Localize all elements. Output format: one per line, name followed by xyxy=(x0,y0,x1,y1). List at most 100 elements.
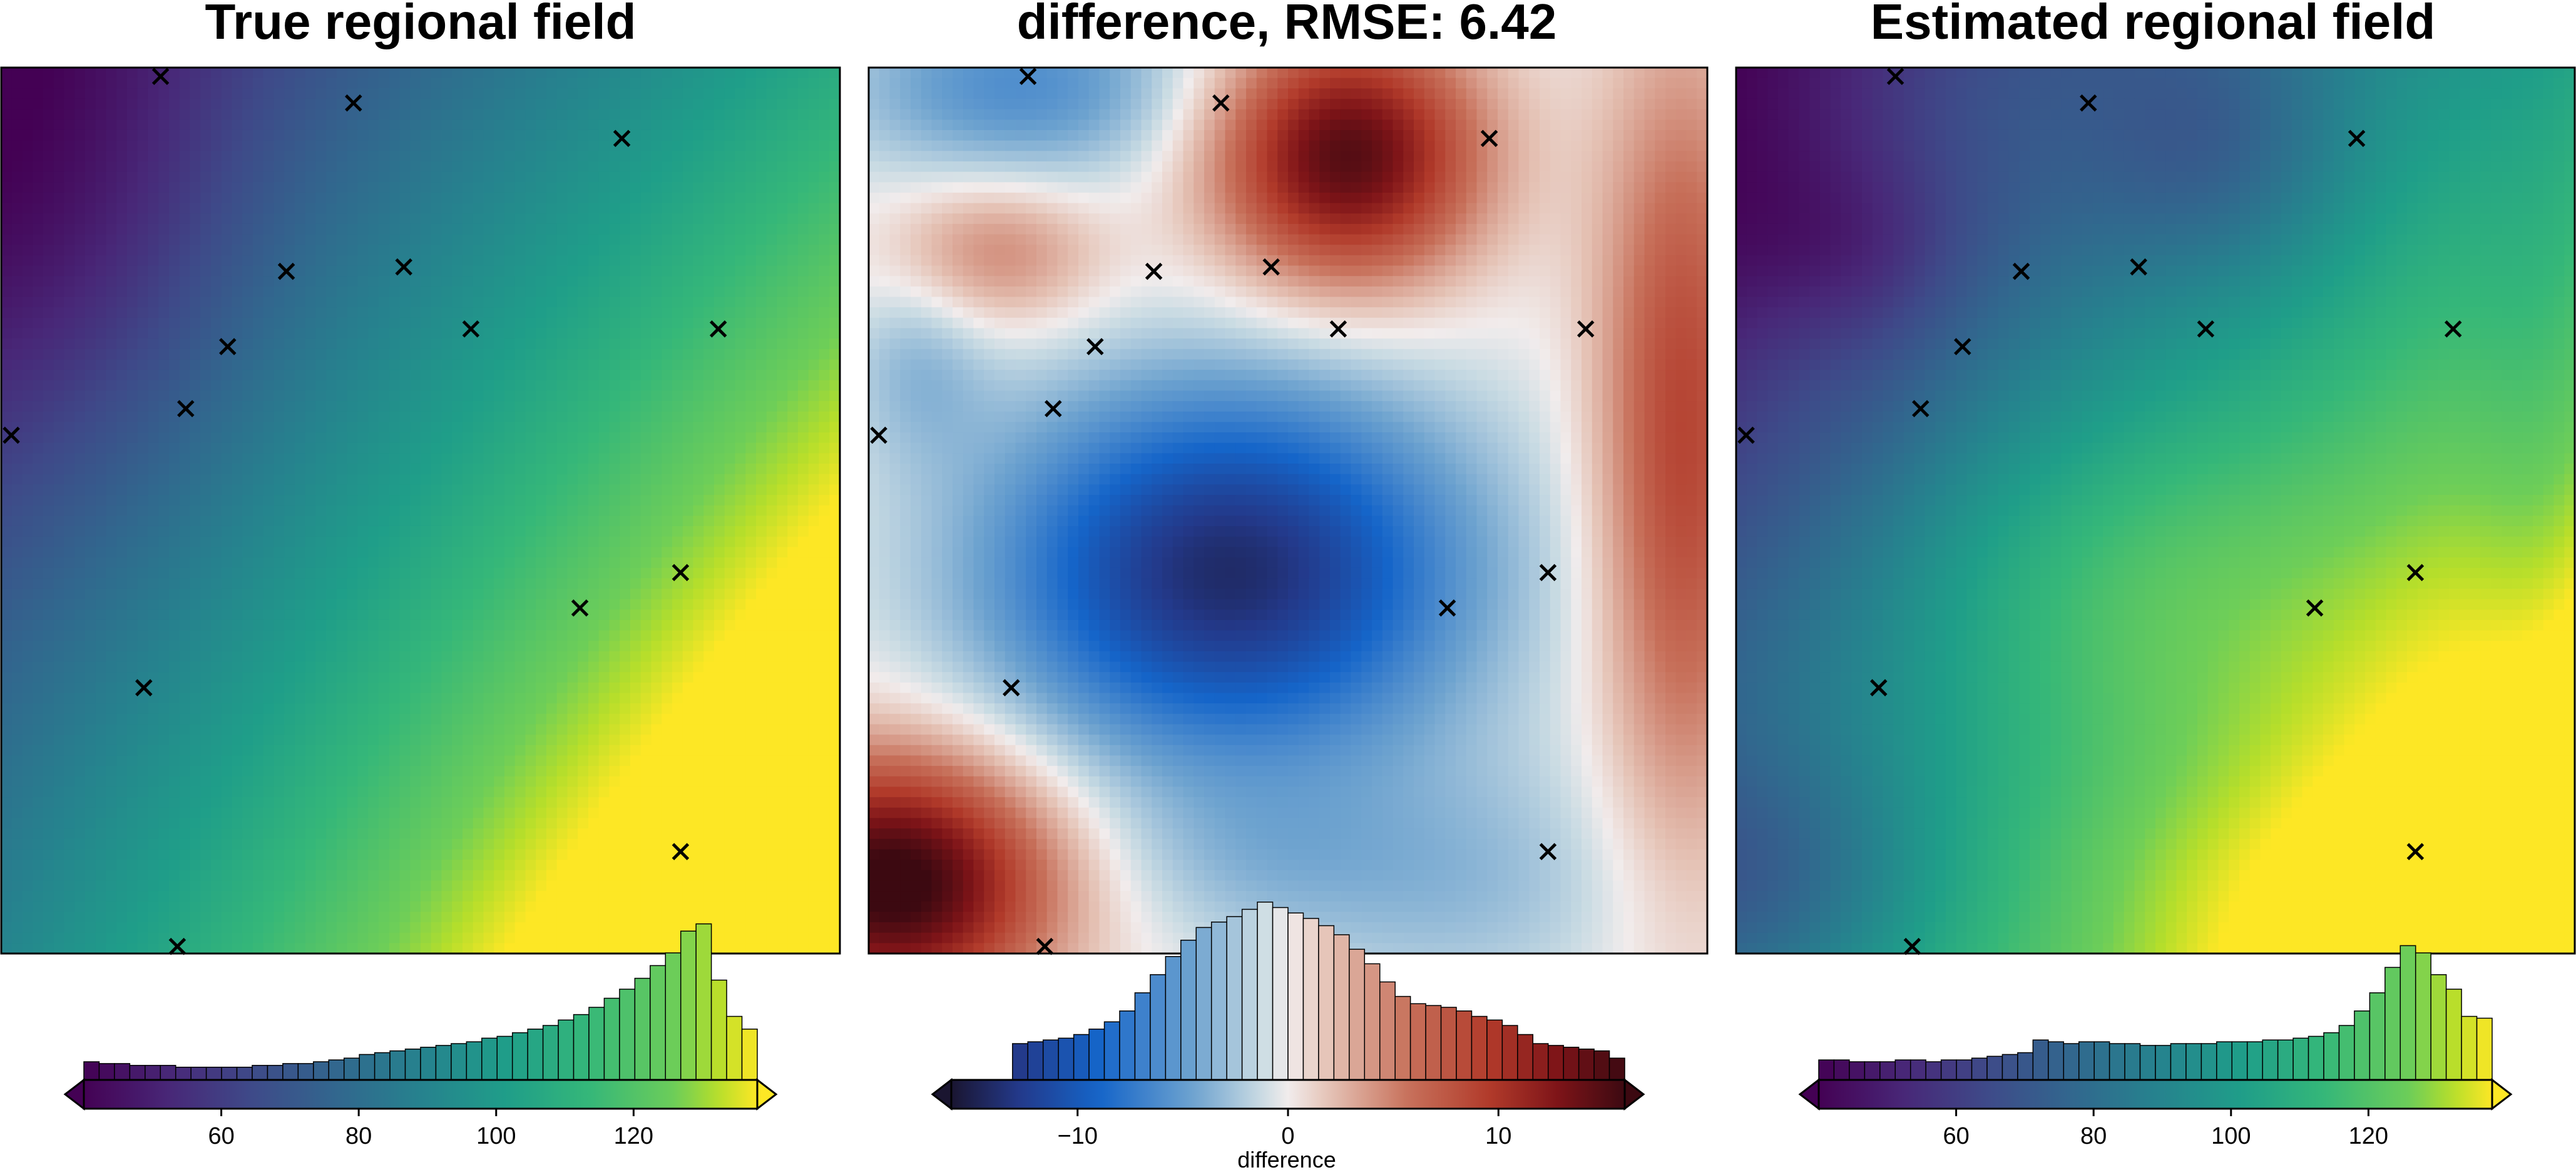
heatmap-cell xyxy=(337,693,347,704)
heatmap-cell xyxy=(410,224,421,235)
heatmap-cell xyxy=(463,151,473,161)
heatmap-cell xyxy=(211,109,222,120)
panel-true-regional-field: True regional field 60 80 100 120 xyxy=(1,0,841,1149)
heatmap-cell xyxy=(672,537,683,547)
heatmap-cell xyxy=(798,683,809,693)
heatmap-cell xyxy=(211,328,222,338)
heatmap-cell xyxy=(1,318,12,328)
heatmap-cell xyxy=(64,474,75,485)
heatmap-cell xyxy=(12,662,23,673)
heatmap-cell xyxy=(242,68,253,78)
heatmap-cell xyxy=(400,307,411,318)
heatmap-cell xyxy=(347,359,358,370)
heatmap-cell xyxy=(431,443,442,454)
heatmap-cell xyxy=(222,516,232,526)
heatmap-cell xyxy=(484,88,494,99)
heatmap-cell xyxy=(96,88,106,99)
heatmap-cell xyxy=(568,266,578,277)
heatmap-cell xyxy=(421,224,431,235)
heatmap-cell xyxy=(96,547,106,557)
heatmap-cell xyxy=(295,182,305,193)
heatmap-cell xyxy=(232,235,243,245)
heatmap-cell xyxy=(337,359,347,370)
heatmap-cell xyxy=(819,120,830,130)
heatmap-cell xyxy=(190,484,201,495)
heatmap-cell xyxy=(284,432,295,443)
heatmap-cell xyxy=(74,631,85,641)
heatmap-cell xyxy=(379,557,389,568)
heatmap-cell xyxy=(484,151,494,161)
heatmap-cell xyxy=(588,88,599,99)
heatmap-cell xyxy=(829,672,840,683)
heatmap-cell xyxy=(337,672,347,683)
heatmap-cell xyxy=(400,412,411,422)
heatmap-cell xyxy=(431,359,442,370)
heatmap-cell xyxy=(672,182,683,193)
heatmap-cell xyxy=(158,547,169,557)
heatmap-cell xyxy=(148,130,159,141)
heatmap-cell xyxy=(819,589,830,599)
heatmap-cell xyxy=(735,651,746,662)
heatmap-cell xyxy=(43,557,54,568)
heatmap-cell xyxy=(463,474,473,485)
heatmap-cell xyxy=(735,370,746,380)
heatmap-cell xyxy=(274,516,285,526)
heatmap-cell xyxy=(106,318,117,328)
heatmap-cell xyxy=(232,464,243,474)
heatmap-cell xyxy=(211,464,222,474)
heatmap-cell xyxy=(672,307,683,318)
heatmap-cell xyxy=(222,526,232,537)
heatmap-cell xyxy=(683,203,693,214)
heatmap-cell xyxy=(546,141,557,151)
heatmap-cell xyxy=(767,68,777,78)
heatmap-cell xyxy=(599,578,610,589)
heatmap-cell xyxy=(263,662,274,673)
heatmap-cell xyxy=(798,620,809,631)
heatmap-cell xyxy=(421,651,431,662)
heatmap-cell xyxy=(662,537,672,547)
heatmap-cell xyxy=(494,683,504,693)
heatmap-cell xyxy=(284,349,295,360)
heatmap-cell xyxy=(484,641,494,651)
heatmap-cell xyxy=(798,412,809,422)
heatmap-cell xyxy=(819,224,830,235)
heatmap-cell xyxy=(421,620,431,631)
heatmap-cell xyxy=(326,109,337,120)
heatmap-cell xyxy=(74,422,85,432)
heatmap-cell xyxy=(127,276,138,287)
heatmap-cell xyxy=(703,68,714,78)
heatmap-cell xyxy=(284,714,295,725)
heatmap-cell xyxy=(829,359,840,370)
heatmap-cell xyxy=(620,578,630,589)
heatmap-cell xyxy=(630,88,641,99)
heatmap-cell xyxy=(284,99,295,109)
heatmap-cell xyxy=(494,193,504,203)
heatmap-cell xyxy=(54,432,64,443)
heatmap-cell xyxy=(200,78,211,89)
heatmap-cell xyxy=(180,662,190,673)
heatmap-cell xyxy=(305,651,316,662)
heatmap-cell xyxy=(190,255,201,266)
heatmap-cell xyxy=(652,276,662,287)
heatmap-cell xyxy=(96,172,106,183)
heatmap-cell xyxy=(326,484,337,495)
heatmap-cell xyxy=(379,589,389,599)
heatmap-cell xyxy=(200,672,211,683)
heatmap-cell xyxy=(295,432,305,443)
heatmap-cell xyxy=(253,714,263,725)
heatmap-cell xyxy=(12,568,23,579)
heatmap-cell xyxy=(641,213,652,224)
heatmap-cell xyxy=(703,609,714,620)
heatmap-cell xyxy=(683,380,693,391)
heatmap-cell xyxy=(347,68,358,78)
heatmap-cell xyxy=(568,172,578,183)
heatmap-cell xyxy=(74,703,85,714)
heatmap-cell xyxy=(725,203,735,214)
heatmap-cell xyxy=(400,693,411,704)
heatmap-cell xyxy=(442,631,452,641)
heatmap-cell xyxy=(610,68,620,78)
heatmap-cell xyxy=(473,703,484,714)
heatmap-cell xyxy=(735,78,746,89)
heatmap-cell xyxy=(515,484,526,495)
heatmap-cell xyxy=(809,297,819,307)
